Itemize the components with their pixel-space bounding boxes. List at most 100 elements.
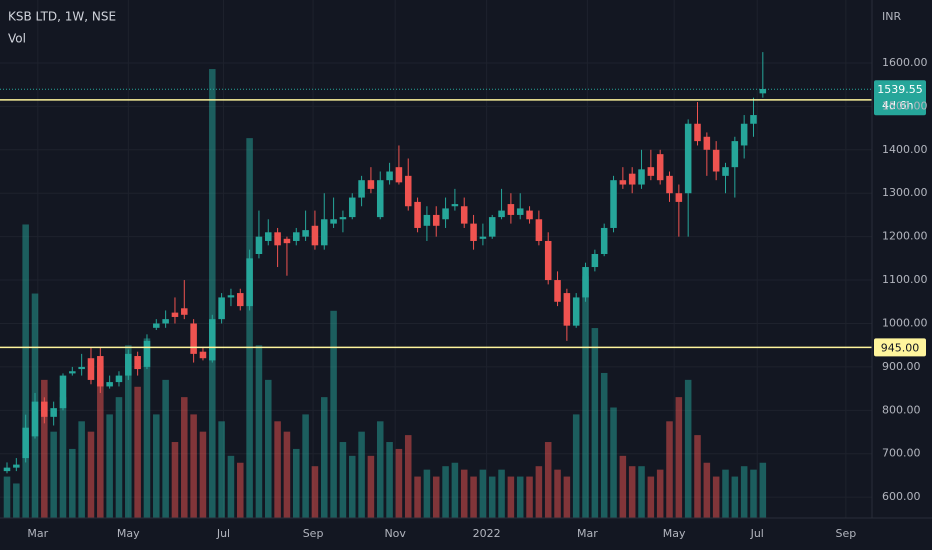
price-label-box (874, 338, 926, 357)
volume-bar (591, 328, 599, 518)
candle-body (311, 225, 319, 246)
y-tick-label: 1600.00 (882, 56, 928, 69)
volume-bar (684, 379, 692, 518)
candle-body (115, 375, 123, 383)
candle-body (376, 180, 384, 218)
y-tick-label: 700.00 (882, 447, 921, 460)
candle-body (712, 149, 720, 172)
candle-body (610, 180, 617, 228)
volume-bar (554, 469, 561, 518)
volume-legend[interactable]: Vol (8, 32, 26, 46)
volume-bar (432, 476, 440, 518)
candle-body (740, 123, 748, 146)
candle-body (283, 238, 291, 244)
volume-bar (330, 310, 337, 518)
candle-body (432, 214, 440, 226)
volume-bar (134, 386, 141, 518)
y-tick-label: 1500.00 (882, 99, 928, 112)
candle-body (554, 280, 561, 302)
x-tick-label: Nov (384, 527, 406, 540)
candle-body (330, 219, 337, 224)
volume-bar (460, 469, 468, 518)
volume-bar (339, 442, 347, 518)
y-tick-label: 600.00 (882, 490, 921, 503)
volume-bar (638, 466, 645, 518)
candle-body (656, 154, 664, 181)
symbol-title[interactable]: KSB LTD, 1W, NSE (8, 10, 116, 24)
volume-bar (190, 414, 197, 518)
volume-bar (348, 455, 356, 518)
candle-body (722, 167, 729, 176)
volume-bar (722, 469, 729, 518)
candle-body (209, 319, 216, 361)
candle-body (442, 208, 449, 220)
price-label: 945.00 (881, 341, 920, 354)
candle-body (59, 375, 67, 409)
candle-body (498, 210, 505, 218)
candle-body (171, 312, 179, 317)
volume-bar (488, 476, 496, 518)
candle-body (619, 180, 627, 185)
candle-body (395, 167, 403, 183)
volume-bar (610, 407, 617, 518)
candle-body (479, 236, 487, 239)
candle-body (367, 180, 375, 189)
candle-body (143, 340, 151, 367)
candle-body (470, 223, 477, 241)
candle-body (246, 258, 253, 307)
candle-body (507, 204, 515, 215)
volume-bar (311, 466, 319, 518)
candle-body (3, 467, 11, 472)
candle-body (190, 323, 197, 354)
volume-bar (218, 421, 225, 518)
candle-body (218, 297, 225, 320)
candle-body (50, 408, 57, 417)
candle-body (265, 232, 272, 241)
candle-body (41, 401, 48, 417)
candle-body (22, 427, 29, 459)
candle-body (694, 123, 701, 142)
volume-bar (292, 448, 300, 518)
volume-bar (740, 466, 748, 518)
volume-bar (171, 442, 179, 518)
candle-body (488, 217, 496, 237)
candle-body (227, 295, 235, 298)
candle-body (563, 293, 571, 326)
volume-bar (358, 431, 365, 518)
candle-body (675, 193, 683, 202)
volume-bar (712, 476, 720, 518)
candle-body (582, 267, 589, 298)
volume-bar (600, 372, 608, 518)
volume-bar (115, 397, 123, 518)
volume-bar (69, 448, 76, 518)
candle-body (69, 371, 76, 374)
volume-bar (320, 397, 328, 518)
volume-bar (125, 345, 132, 518)
candle-body (106, 382, 113, 387)
volume-bar (731, 476, 739, 518)
candle-body (153, 323, 160, 328)
volume-bar (414, 476, 421, 518)
volume-bar (13, 483, 20, 518)
y-tick-label: 800.00 (882, 403, 921, 416)
volume-bar (619, 455, 627, 518)
volume-bar (628, 466, 636, 518)
candle-body (31, 401, 39, 437)
candle-body (78, 366, 85, 370)
candle-body (320, 219, 328, 246)
candle-body (535, 219, 543, 241)
x-tick-label: Mar (27, 527, 48, 540)
volume-bar (516, 476, 524, 518)
x-tick-label: Sep (836, 527, 857, 540)
candle-body (628, 173, 636, 185)
volume-bar (199, 431, 207, 518)
volume-bar (367, 455, 375, 518)
volume-bar (498, 469, 505, 518)
y-tick-label: 1300.00 (882, 186, 928, 199)
volume-bar (404, 435, 412, 518)
volume-bar (59, 397, 67, 518)
candle-body (451, 204, 459, 207)
y-tick-label: 1100.00 (882, 273, 928, 286)
